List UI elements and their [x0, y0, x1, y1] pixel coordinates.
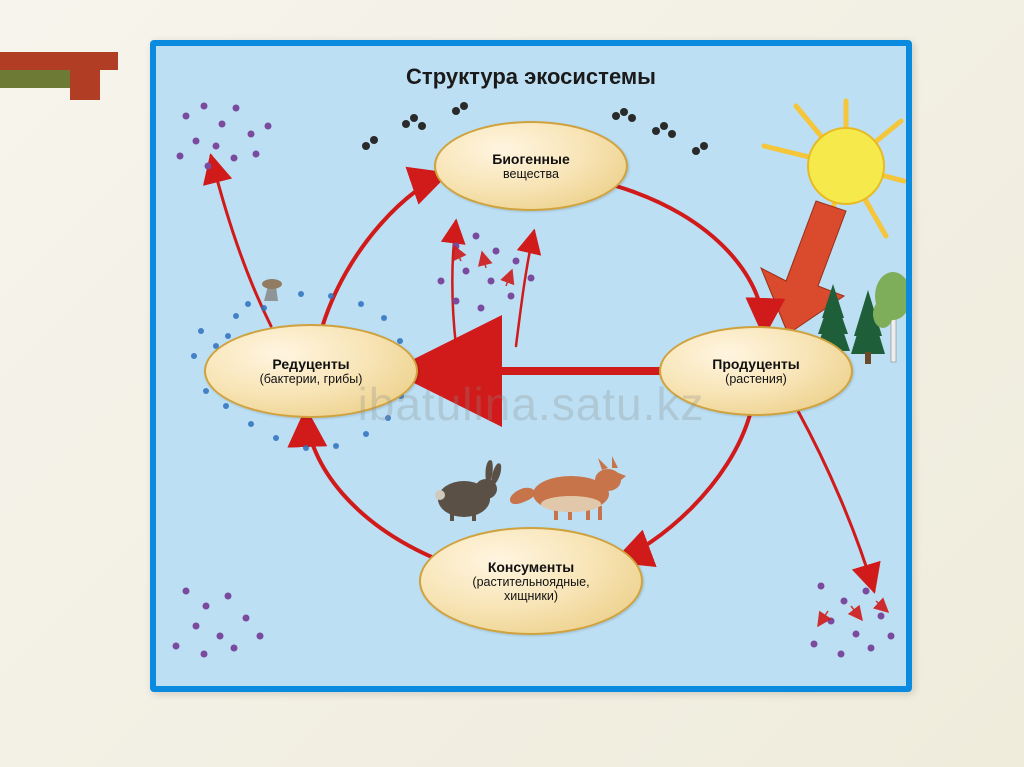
arrow-producers-consumers	[616, 411, 751, 561]
deco-bar	[0, 52, 118, 70]
node-label: Консументы	[488, 559, 574, 575]
fox-icon	[510, 456, 626, 520]
node-sublabel: (растительноядные, хищники)	[472, 575, 589, 603]
node-biogen: Биогенные вещества	[434, 121, 628, 211]
slide: Структура экосистемы	[0, 0, 1024, 767]
purple-cluster-topleft	[177, 103, 272, 170]
arrow-center-up-right	[516, 231, 534, 346]
deco-square	[70, 70, 100, 100]
node-label: Редуценты	[272, 356, 349, 372]
node-sublabel: вещества	[503, 167, 559, 181]
diagram-frame: Структура экосистемы	[150, 40, 912, 692]
arrow-biogen-producers	[616, 186, 764, 334]
node-reducers: Редуценты (бактерии, грибы)	[204, 324, 418, 418]
arrow-reducers-biogen	[321, 174, 446, 331]
node-sublabel: (бактерии, грибы)	[260, 372, 363, 386]
rabbit-icon	[435, 460, 501, 521]
purple-cluster-bottomright	[811, 583, 895, 658]
arrow-center-up-left	[452, 221, 456, 346]
node-sublabel: (растения)	[725, 372, 787, 386]
arrow-consumers-reducers	[306, 411, 441, 561]
deco-bar	[0, 70, 70, 88]
node-label: Продуценты	[712, 356, 800, 372]
node-label: Биогенные	[492, 151, 570, 167]
arrow-reducers-out-top	[211, 156, 271, 326]
node-producers: Продуценты (растения)	[659, 326, 853, 416]
arrow-producers-out	[798, 411, 874, 591]
node-consumers: Консументы (растительноядные, хищники)	[419, 527, 643, 635]
purple-cluster-bottomleft	[173, 588, 264, 658]
